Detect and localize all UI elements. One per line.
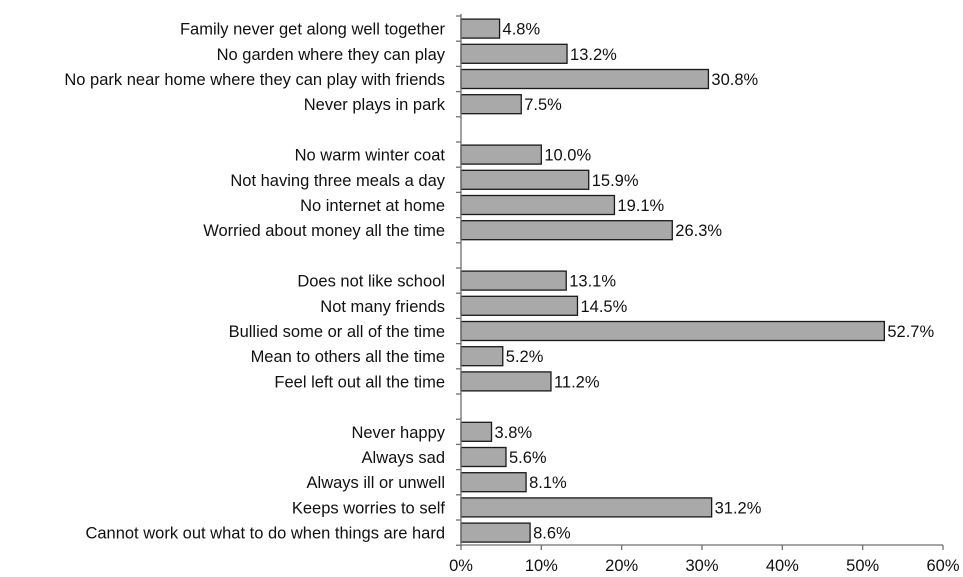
category-label: Keeps worries to self xyxy=(292,499,446,517)
bar xyxy=(460,144,542,165)
category-label: Always ill or unwell xyxy=(307,474,445,492)
bar xyxy=(460,472,527,493)
category-label: Family never get along well together xyxy=(180,21,446,39)
data-label: 52.7% xyxy=(887,323,934,341)
category-label: Not many friends xyxy=(320,298,445,316)
data-label: 15.9% xyxy=(592,172,639,190)
bar xyxy=(460,446,507,468)
bar xyxy=(460,320,886,342)
category-label: Does not like school xyxy=(297,273,445,291)
data-label: 10.0% xyxy=(544,147,591,165)
data-label: 11.2% xyxy=(554,373,600,391)
data-label: 5.6% xyxy=(509,449,547,467)
bar xyxy=(460,295,579,316)
data-labels: 4.8% 13.2% 30.8% 7.5% 10.0%15.9% 19.1% 26.3% 13… xyxy=(495,21,935,543)
category-label: No internet at home xyxy=(300,197,445,215)
data-label: 14.5% xyxy=(580,298,627,316)
bar xyxy=(460,371,552,392)
data-label: 19.1% xyxy=(617,197,664,215)
bar xyxy=(460,270,567,291)
category-label: Never happy xyxy=(351,424,445,442)
data-label: 4.8% xyxy=(503,21,541,39)
x-tick-label: 60% xyxy=(926,557,959,575)
bar xyxy=(460,522,531,543)
bar xyxy=(460,421,493,442)
bar xyxy=(460,346,504,367)
bar xyxy=(460,497,713,518)
x-tick-label: 10% xyxy=(525,557,558,575)
data-label: 31.2% xyxy=(715,499,762,517)
category-label: Worried about money all the time xyxy=(203,222,445,240)
data-label: 13.1% xyxy=(569,273,616,291)
x-tick-label: 30% xyxy=(685,557,718,575)
category-label: Cannot work out what to do when things a… xyxy=(85,525,445,543)
axes: 0% 10% 20% 30% 40% 50% 60% xyxy=(449,14,960,575)
bar xyxy=(460,43,568,64)
data-label: 30.8% xyxy=(711,71,758,89)
category-label: Feel left out all the time xyxy=(274,373,445,391)
bar xyxy=(460,68,710,90)
category-label: Bullied some or all of the time xyxy=(229,323,445,341)
category-label: Mean to others all the time xyxy=(251,348,445,366)
x-tick-label: 0% xyxy=(449,557,473,575)
x-tick-label: 50% xyxy=(846,557,879,575)
bar xyxy=(460,18,501,39)
category-label: Always sad xyxy=(362,449,445,467)
category-label: Never plays in park xyxy=(304,96,446,114)
x-tick-label: 40% xyxy=(766,557,799,575)
category-labels: Family never get along well together No g… xyxy=(64,21,445,543)
data-label: 5.2% xyxy=(506,348,544,366)
bar xyxy=(460,220,673,241)
data-label: 13.2% xyxy=(570,46,617,64)
category-label: No garden where they can play xyxy=(217,46,446,64)
bar xyxy=(460,194,616,216)
bar xyxy=(460,94,522,115)
data-label: 8.1% xyxy=(529,474,567,492)
category-label: No park near home where they can play wi… xyxy=(64,71,445,89)
category-label: No warm winter coat xyxy=(295,147,446,165)
data-label: 3.8% xyxy=(495,424,533,442)
category-label: Not having three meals a day xyxy=(230,172,445,190)
bar xyxy=(460,169,590,190)
data-label: 7.5% xyxy=(524,96,562,114)
x-tick-label: 20% xyxy=(605,557,638,575)
data-label: 8.6% xyxy=(533,525,571,543)
data-label: 26.3% xyxy=(675,222,722,240)
